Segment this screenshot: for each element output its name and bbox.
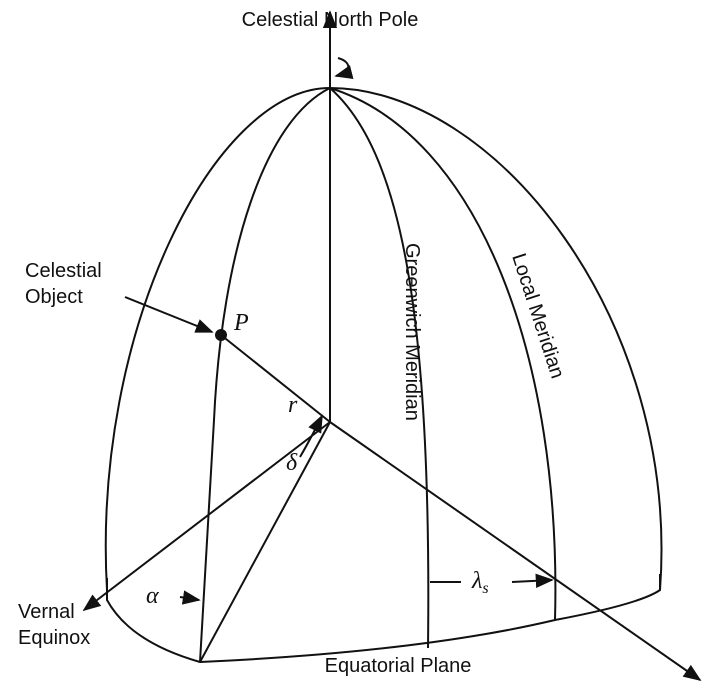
- rotation-arrow: [334, 57, 354, 80]
- x-axis: [329, 421, 702, 682]
- base-ellipse: [106, 574, 661, 664]
- object-label: Object: [25, 286, 83, 308]
- greenwich-meridian: [329, 87, 430, 649]
- local-meridian: [329, 87, 557, 621]
- lambda-label: λs: [471, 568, 489, 597]
- point-label: P: [233, 310, 249, 336]
- radius-line: [220, 334, 331, 423]
- pole-label: Celestial North Pole: [242, 9, 419, 31]
- plane-label: Equatorial Plane: [325, 655, 472, 677]
- projection-line: [199, 421, 331, 663]
- vernal-axis: [82, 421, 331, 612]
- object-label: Celestial: [25, 260, 102, 282]
- alpha-arrow: [179, 590, 201, 605]
- alpha-label: α: [146, 583, 159, 609]
- object-pointer: [124, 296, 214, 333]
- radius-label: r: [288, 392, 298, 418]
- vernal-label: Equinox: [18, 627, 90, 649]
- greenwich-label: Greenwich Meridian: [401, 243, 423, 421]
- object-point: [215, 329, 227, 341]
- lambda-arrow: [511, 573, 554, 589]
- sphere: [82, 10, 702, 682]
- dome-outline: [104, 86, 663, 591]
- declination-arc: [299, 414, 323, 458]
- declination-label: δ: [286, 450, 298, 476]
- vernal-label: Vernal: [18, 601, 75, 623]
- object-meridian: [199, 87, 331, 663]
